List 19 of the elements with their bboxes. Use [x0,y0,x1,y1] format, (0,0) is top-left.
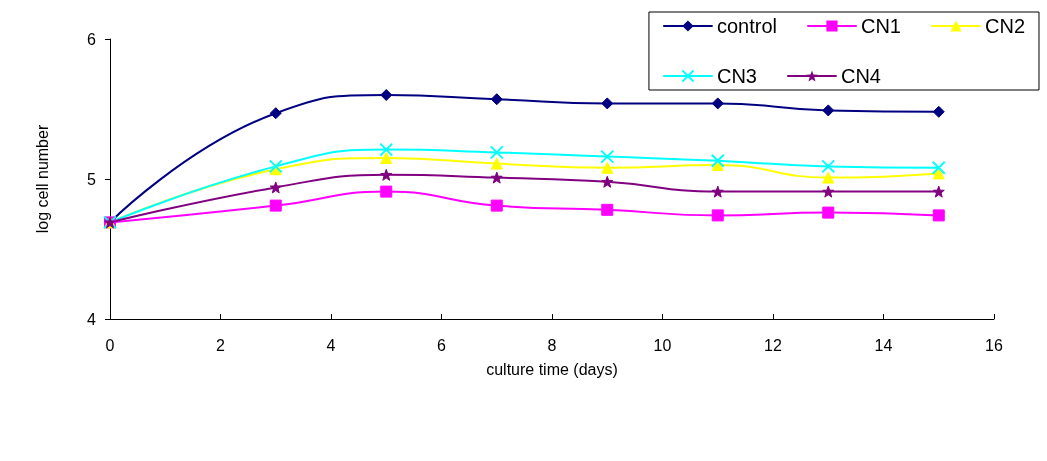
x-tick-label: 2 [216,336,226,354]
legend-label: CN3 [716,65,757,87]
x-tick-label: 16 [985,336,1003,354]
legend-label: CN4 [840,65,881,87]
y-tick-label: 4 [87,310,97,328]
x-tick-label: 12 [764,336,782,354]
y-axis-title: log cell number [33,124,51,234]
x-axis-title: culture time (days) [486,360,618,378]
x-tick-label: 8 [547,336,557,354]
y-tick-label: 6 [87,30,97,48]
x-tick-label: 10 [653,336,672,354]
legend-label: control [716,15,777,37]
legend-label: CN1 [860,15,901,37]
x-tick-label: 0 [105,336,115,354]
legend-label: CN2 [984,15,1026,37]
x-tick-label: 6 [437,336,447,354]
x-tick-label: 14 [874,336,893,354]
y-tick-label: 5 [87,170,97,188]
x-tick-label: 4 [326,336,336,354]
